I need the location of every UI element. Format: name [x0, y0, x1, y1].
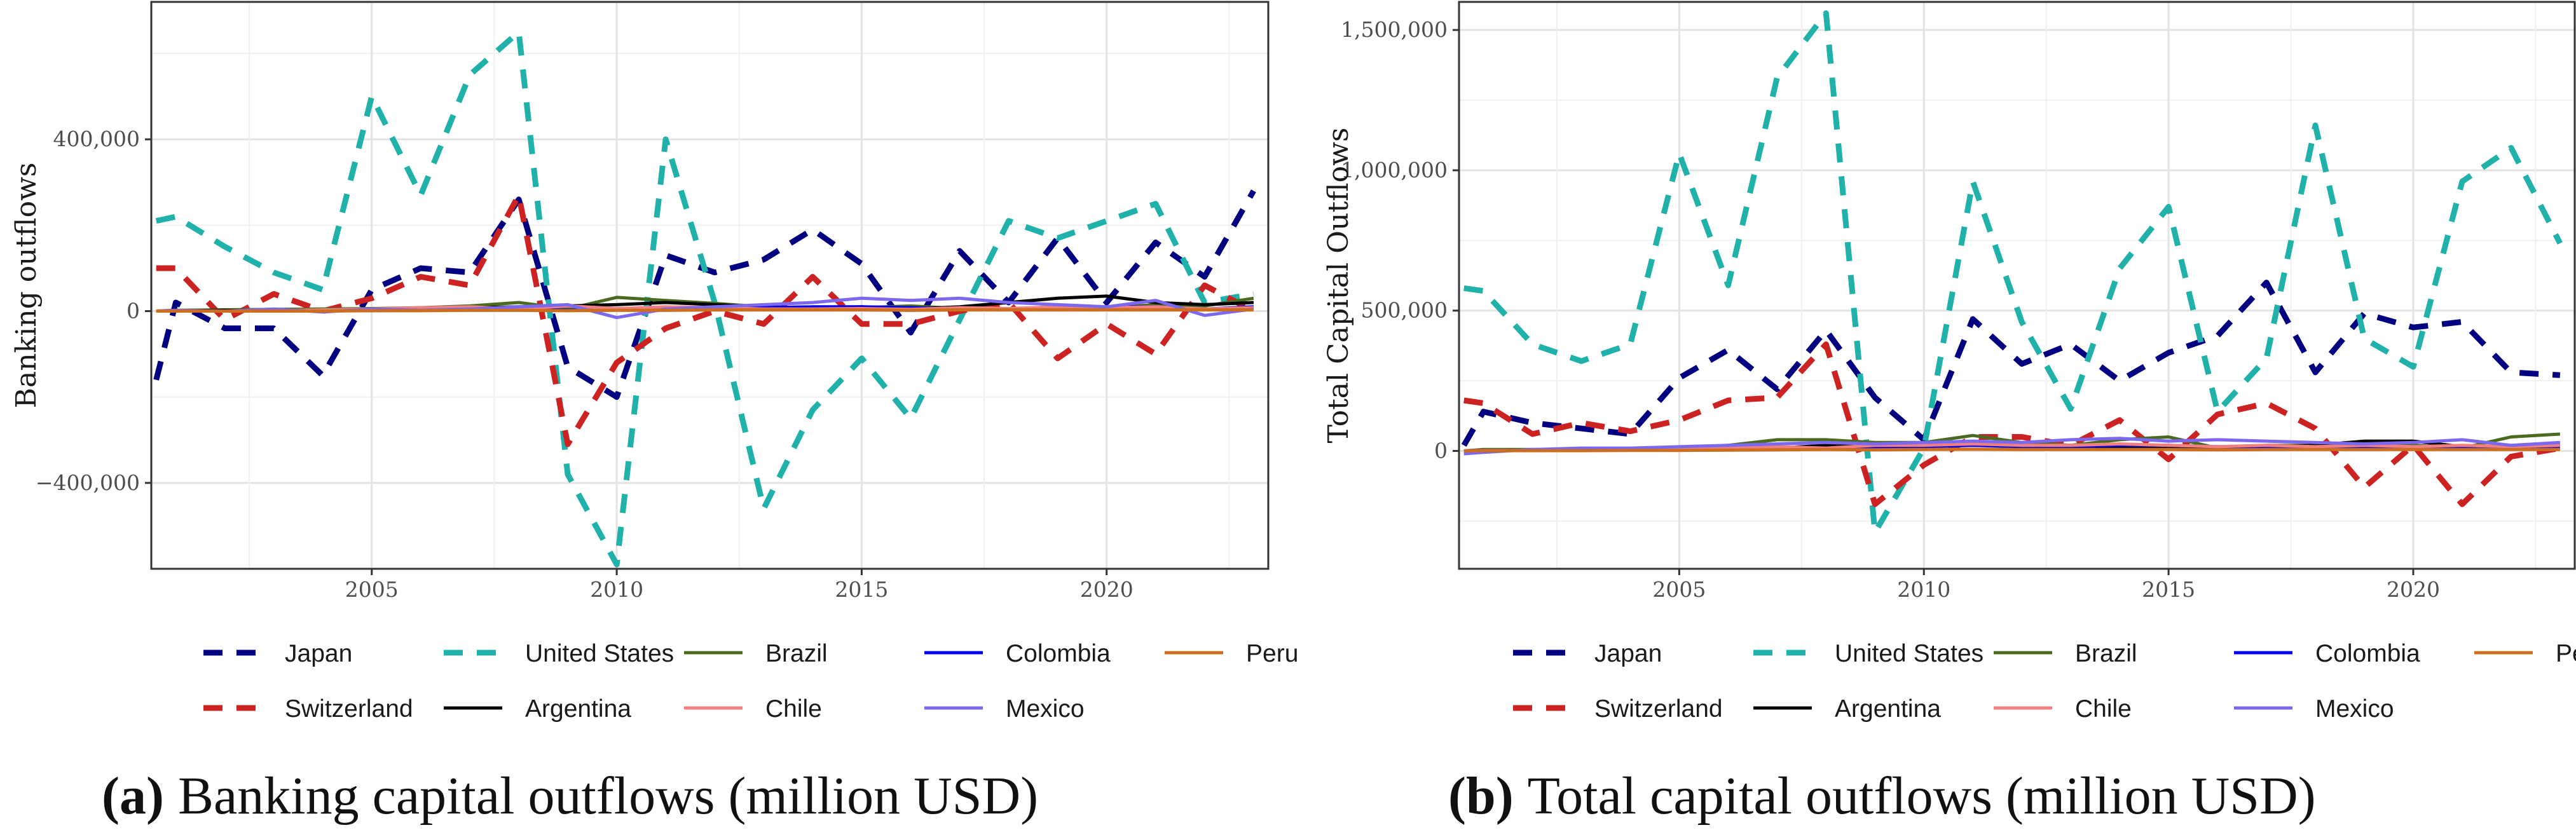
panel-b-series-mexico — [1463, 437, 2561, 456]
panel-b-legend-label: Mexico — [2315, 695, 2394, 723]
caption-a-tag: (a) — [102, 766, 164, 826]
panel-a-legend-label: Japan — [285, 640, 352, 667]
panel-a-y-tick-label: 400,000 — [53, 126, 140, 151]
panel-b-plot-background — [1459, 2, 2575, 569]
panel-b-legend-label: Switzerland — [1594, 695, 1723, 723]
panel-b-total-outflows-chart: 0 500,000 1,000,000 1,500,000 2005 2010 2015 20… — [1322, 1, 2576, 723]
panel-a-legend-label: Argentina — [525, 695, 631, 723]
panel-b-x-tick-label: 2005 — [1652, 577, 1706, 602]
panel-b-x-tick-label: 2015 — [2142, 577, 2195, 602]
panel-a-series-united-states — [155, 29, 1254, 568]
panel-a-y-axis-title: Banking outflows — [10, 163, 43, 409]
panel-a-series-switzerland — [156, 192, 1255, 447]
panel-b-legend-label: Chile — [2075, 695, 2132, 723]
panel-a-legend-label: Colombia — [1006, 640, 1111, 667]
panel-a-banking-outflows-chart: −400,000 0 400,000 2005 2010 2015 2020 Banking … — [10, 1, 1298, 723]
panel-a-x-tick-label: 2010 — [590, 577, 643, 602]
panel-b-legend-label: Brazil — [2075, 640, 2137, 667]
caption-b-text: Total capital outflows (million USD) — [1528, 766, 2316, 826]
panel-a-series-japan — [153, 189, 1256, 400]
panel-a-y-tick-label: −400,000 — [36, 470, 140, 495]
panel-a-legend-label: Peru — [1246, 640, 1298, 667]
panel-a-x-tick-label: 2015 — [835, 577, 888, 602]
panel-b-legend-label: Argentina — [1835, 695, 1941, 723]
panel-a-plot-background — [151, 2, 1268, 569]
panel-a-y-tick-label: 0 — [127, 299, 140, 323]
caption-a: (a) Banking capital outflows (million USD… — [102, 766, 1038, 826]
panel-a-x-tick-label: 2005 — [345, 577, 399, 602]
panel-b-y-tick-label: 0 — [1434, 439, 1448, 463]
panel-b-plot-border — [1458, 1, 2576, 570]
panel-b-y-tick-label: 1,000,000 — [1341, 158, 1448, 182]
panel-a-series-peru — [156, 308, 1254, 313]
panel-a-x-tick-label: 2020 — [1080, 577, 1134, 602]
panel-b-legend-label: Peru — [2556, 640, 2576, 667]
panel-a-legend-label: Switzerland — [285, 695, 413, 723]
panel-b-series-peru — [1463, 447, 2560, 452]
caption-b: (b) Total capital outflows (million USD) — [1448, 766, 2316, 826]
panel-b-y-tick-label: 500,000 — [1361, 298, 1448, 323]
panel-b-series-japan — [1461, 280, 2561, 447]
panel-b-legend-label: United States — [1835, 640, 1983, 667]
panel-a-plot-border — [150, 1, 1270, 570]
caption-b-tag: (b) — [1448, 766, 1514, 826]
panel-b-x-tick-label: 2020 — [2387, 577, 2440, 602]
panel-b-y-axis-title: Total Capital Outflows — [1322, 128, 1355, 444]
panel-b-legend-label: Japan — [1594, 640, 1662, 667]
panel-a-legend-label: Mexico — [1006, 695, 1085, 723]
panel-b-series-united-states — [1463, 10, 2563, 536]
caption-a-text: Banking capital outflows (million USD) — [178, 766, 1038, 826]
panel-b-series-switzerland — [1463, 341, 2561, 507]
panel-a-legend-label: Brazil — [765, 640, 828, 667]
panel-a-legend-label: Chile — [765, 695, 822, 723]
panel-a-legend-label: United States — [525, 640, 674, 667]
panel-b-x-tick-label: 2010 — [1897, 577, 1950, 602]
panel-b-y-tick-label: 1,500,000 — [1341, 17, 1448, 42]
panel-b-legend-label: Colombia — [2315, 640, 2420, 667]
